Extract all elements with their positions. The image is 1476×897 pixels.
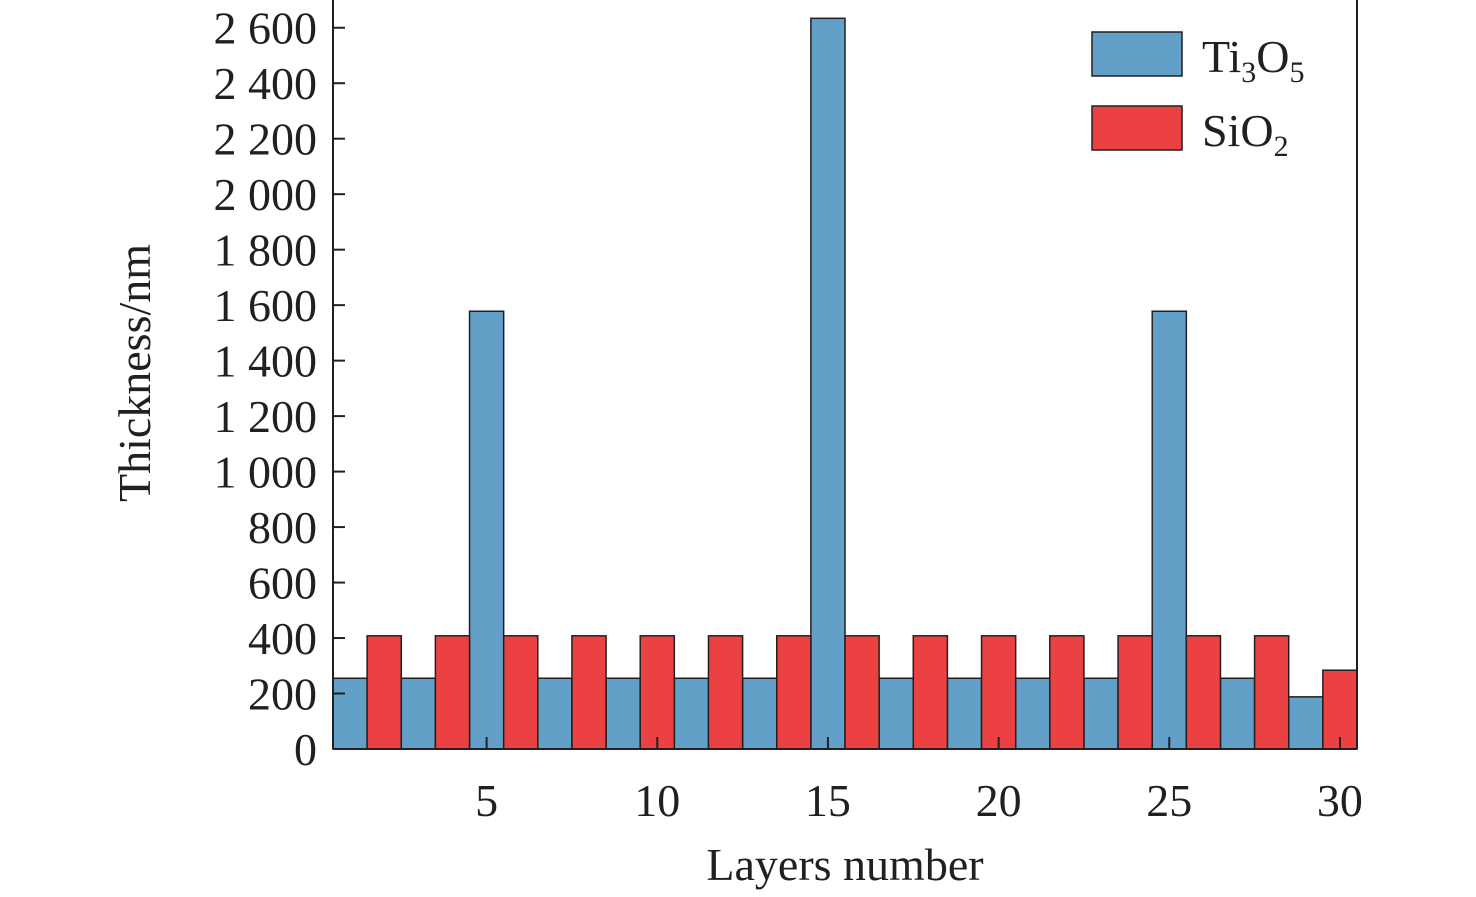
- x-ticks-group: 5 10 15 20 25 30: [475, 737, 1363, 826]
- legend-ti3o5-sub1: 3: [1241, 56, 1256, 89]
- legend-label-ti3o5: Ti3O5: [1202, 31, 1305, 89]
- y-tick-label: 1 800: [214, 225, 318, 276]
- bar-ti3o5-layer-9: [605, 677, 641, 750]
- bar-ti3o5-layer-27: [1219, 677, 1256, 750]
- bars-group: [332, 17, 1358, 750]
- x-tick-label: 20: [976, 775, 1022, 826]
- bar-ti3o5-layer-7: [537, 677, 573, 750]
- bar-sio2-layer-14: [775, 635, 812, 750]
- bar-ti3o5-layer-11: [673, 677, 710, 750]
- y-tick-label: 400: [248, 613, 317, 664]
- bar-sio2-layer-22: [1049, 635, 1085, 750]
- y-tick-label: 2 200: [214, 114, 318, 165]
- legend-sio2-sub1: 2: [1274, 130, 1289, 163]
- bar-sio2-layer-12: [707, 635, 744, 750]
- x-tick-label: 5: [475, 775, 498, 826]
- y-tick-label: 2 400: [214, 58, 318, 109]
- x-tick-label: 30: [1317, 775, 1363, 826]
- bar-ti3o5-layer-15: [810, 17, 846, 750]
- x-tick-label: 25: [1146, 775, 1192, 826]
- legend: Ti3O5 SiO2: [1091, 31, 1305, 163]
- y-tick-label: 1 000: [214, 447, 318, 498]
- bar-ti3o5-layer-19: [946, 677, 983, 750]
- x-tick-label: 10: [634, 775, 680, 826]
- bar-sio2-layer-26: [1185, 635, 1222, 750]
- bar-ti3o5-layer-5: [468, 310, 505, 750]
- bar-sio2-layer-18: [912, 635, 949, 750]
- bar-sio2-layer-24: [1117, 635, 1153, 750]
- bar-ti3o5-layer-1: [332, 677, 368, 750]
- y-axis-label: Thickness/nm: [109, 244, 160, 502]
- y-tick-label: 2 600: [214, 3, 318, 54]
- legend-label-sio2: SiO2: [1202, 105, 1289, 163]
- legend-swatch-sio2: [1091, 105, 1183, 151]
- bar-sio2-layer-28: [1253, 635, 1290, 750]
- legend-ti3o5-base: Ti: [1202, 31, 1241, 82]
- legend-sio2-base: SiO: [1202, 105, 1274, 156]
- x-axis-label: Layers number: [706, 839, 983, 890]
- axes-group: [332, 0, 1358, 750]
- y-tick-label: 200: [248, 669, 317, 720]
- bar-sio2-layer-8: [571, 635, 607, 750]
- bar-sio2-layer-16: [844, 635, 880, 750]
- bar-ti3o5-layer-29: [1287, 696, 1324, 750]
- bar-sio2-layer-20: [980, 635, 1017, 750]
- bar-ti3o5-layer-13: [741, 677, 778, 750]
- legend-ti3o5-sub2: 5: [1290, 56, 1305, 89]
- y-tick-label: 600: [248, 558, 317, 609]
- legend-swatch-ti3o5: [1091, 31, 1183, 77]
- bar-ti3o5-layer-25: [1151, 310, 1188, 750]
- legend-ti3o5-mid: O: [1256, 31, 1289, 82]
- y-tick-label: 0: [294, 724, 317, 775]
- bar-ti3o5-layer-3: [400, 677, 437, 750]
- bar-sio2-layer-10: [639, 635, 676, 750]
- bar-ti3o5-layer-23: [1083, 677, 1119, 750]
- bar-sio2-layer-4: [434, 635, 471, 750]
- y-tick-label: 800: [248, 502, 317, 553]
- y-tick-label: 1 400: [214, 336, 318, 387]
- bar-sio2-layer-2: [366, 635, 403, 750]
- y-tick-label: 2 000: [214, 169, 318, 220]
- bar-ti3o5-layer-21: [1014, 677, 1051, 750]
- x-tick-label: 15: [805, 775, 851, 826]
- y-tick-label: 1 200: [214, 391, 318, 442]
- bar-ti3o5-layer-17: [878, 677, 915, 750]
- bar-sio2-layer-6: [502, 635, 539, 750]
- y-tick-label: 1 600: [214, 280, 318, 331]
